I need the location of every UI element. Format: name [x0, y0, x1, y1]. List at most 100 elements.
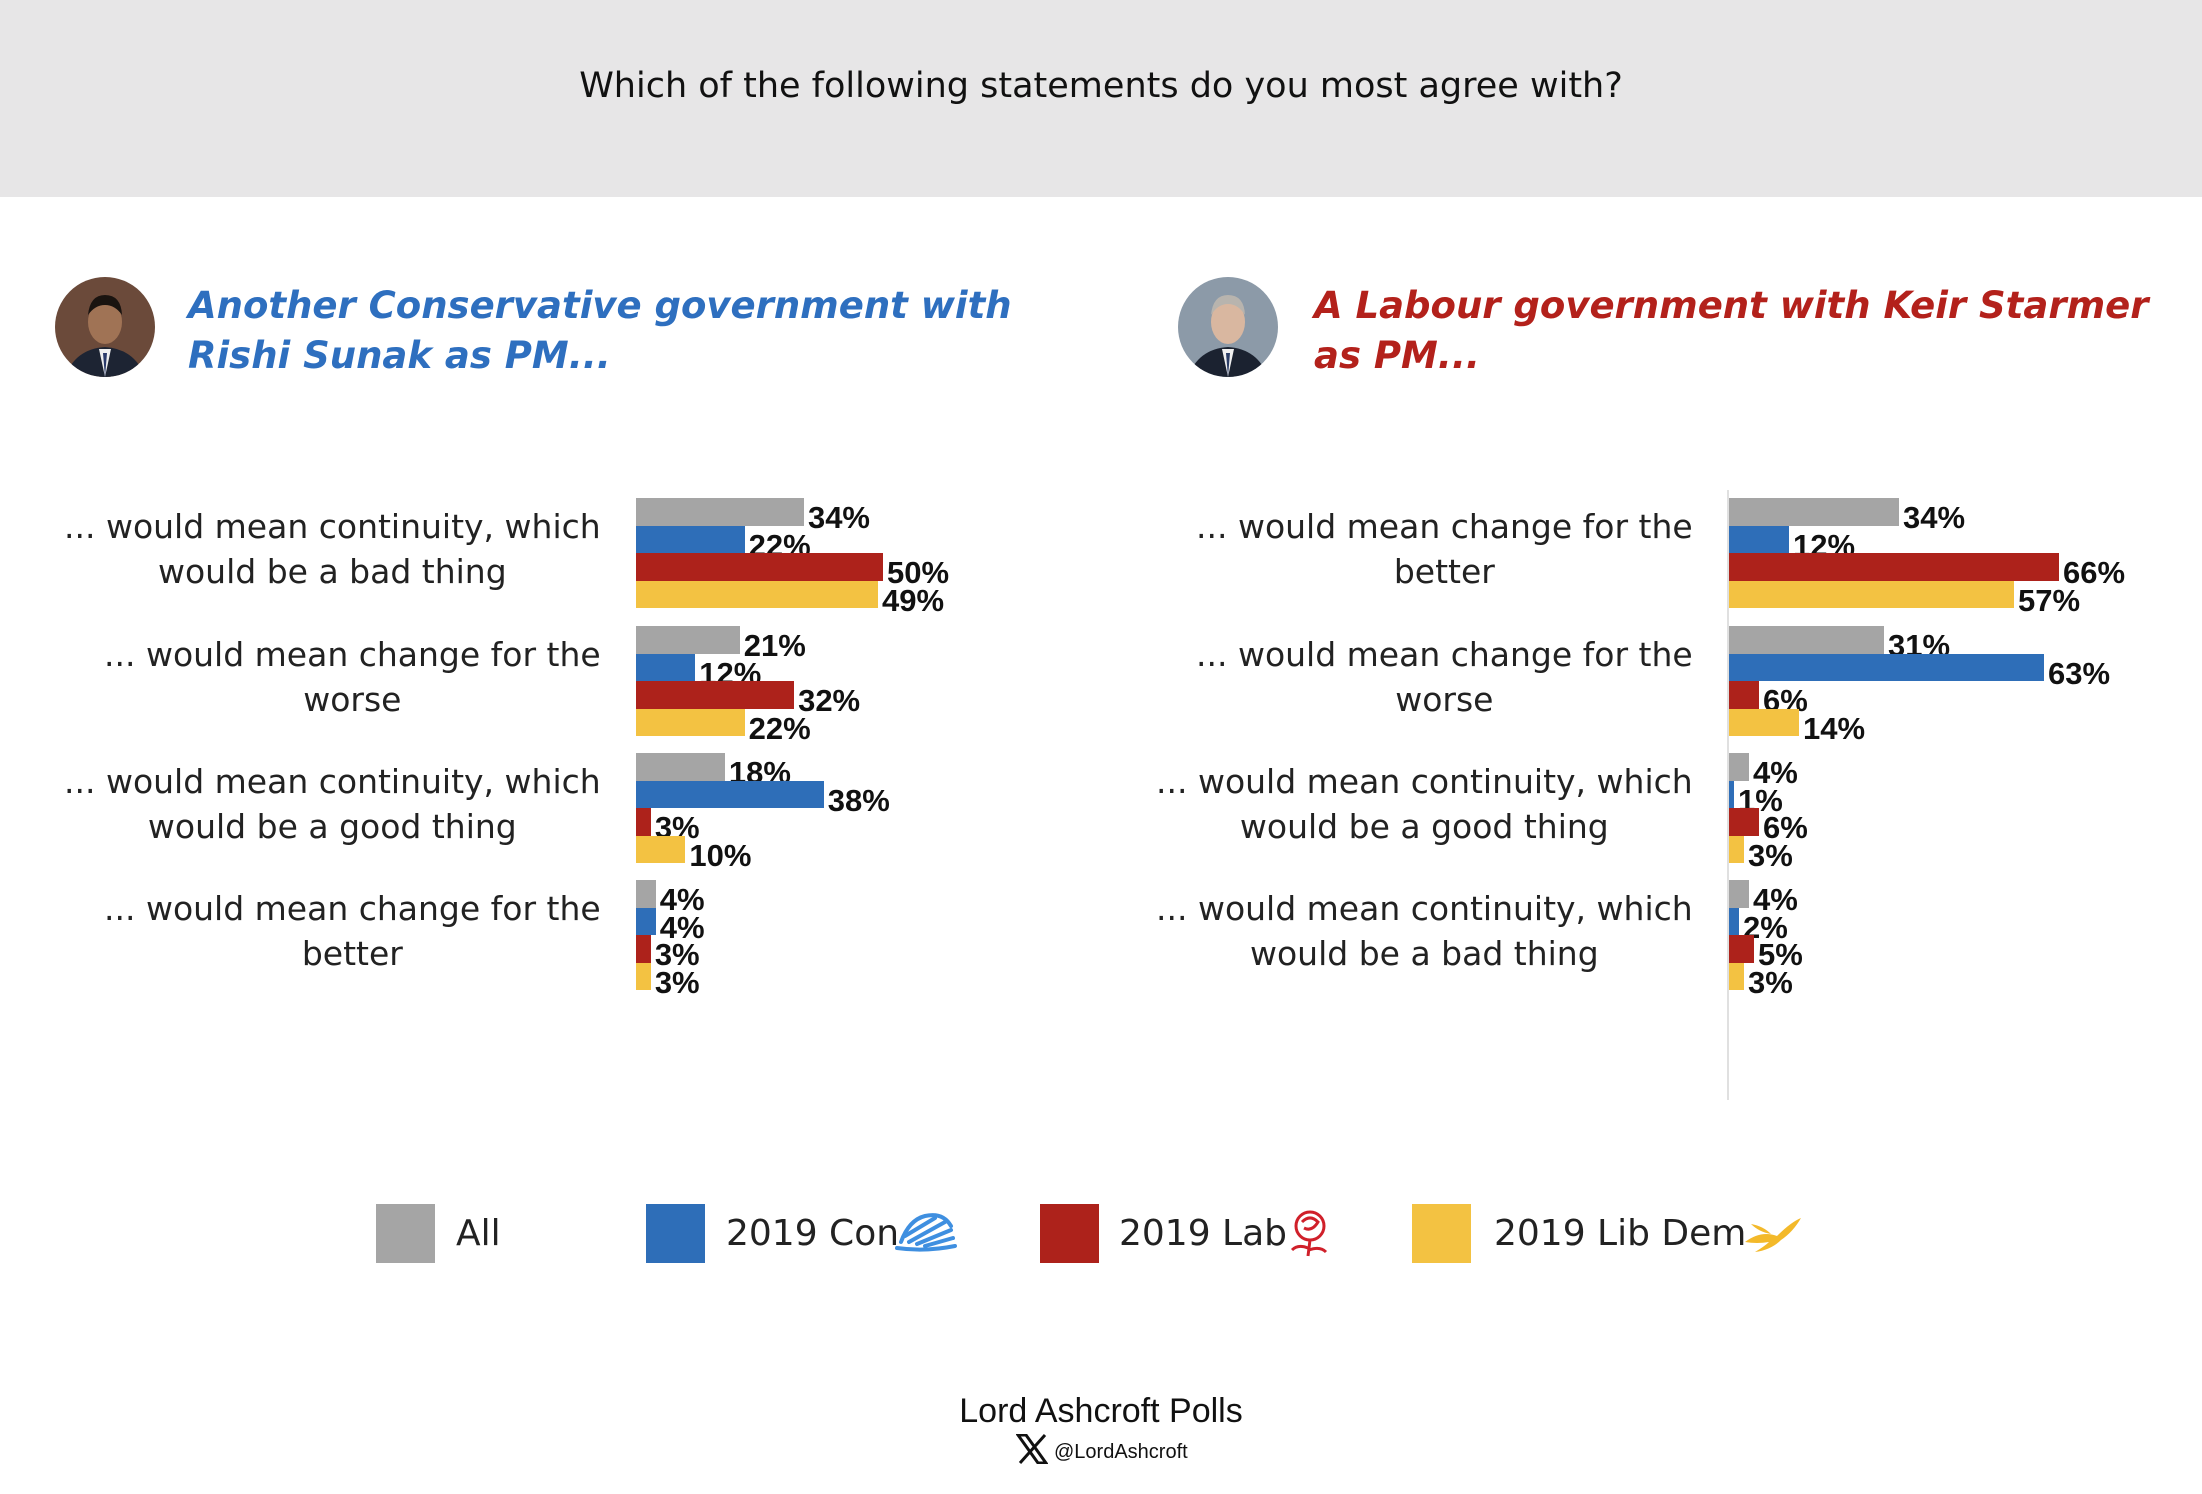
data-label: 14%	[1803, 710, 1866, 746]
bar-2019-lib-dem	[636, 580, 879, 608]
data-label: 10%	[689, 837, 752, 873]
bar-all	[636, 880, 656, 908]
category-label-line: would be a good thing	[147, 807, 517, 846]
libdem-bird-icon	[1741, 1212, 1803, 1262]
data-label: 57%	[2018, 582, 2081, 618]
category-label: ... would mean continuity, which would be…	[1156, 759, 1693, 849]
bar-2019-con	[636, 525, 745, 553]
data-label: 3%	[654, 937, 700, 972]
data-label: 6%	[1763, 810, 1808, 845]
bar-2019-lib-dem	[1729, 580, 2014, 608]
data-label: 4%	[659, 882, 705, 917]
data-label: 32%	[798, 683, 861, 718]
panel-title-labour: A Labour government with Keir Starmer as…	[1314, 281, 2148, 381]
data-label: 22%	[748, 710, 811, 746]
bar-all	[1729, 498, 1899, 526]
bar-2019-lib-dem	[636, 708, 745, 736]
category-label-line: ... would mean change for the	[1196, 635, 1693, 674]
right-chart-axis	[1727, 490, 1729, 1100]
bar-2019-lab	[636, 681, 795, 709]
data-label: 63%	[2048, 655, 2111, 691]
category-label-line: would be a good thing	[1239, 807, 1609, 846]
data-label: 3%	[1748, 964, 1793, 1000]
conservative-tree-icon	[895, 1206, 957, 1260]
category-label-line: would be a bad thing	[1250, 934, 1599, 973]
panel-title-conservative: Another Conservative government with Ris…	[188, 281, 1012, 381]
chart-question: Which of the following statements do you…	[579, 66, 1623, 106]
labour-rose-icon	[1282, 1204, 1336, 1262]
bar-2019-lab	[636, 935, 651, 963]
bar-2019-con	[1729, 907, 1739, 935]
data-label: 4%	[1753, 755, 1798, 790]
bar-2019-con	[636, 907, 656, 935]
panel-title-line: A Labour government with Keir Starmer	[1314, 284, 2149, 327]
legend-swatch-lab	[1040, 1204, 1099, 1263]
bar-all	[1729, 880, 1749, 908]
bar-2019-con	[1729, 653, 2044, 681]
data-label: 49%	[882, 582, 945, 618]
data-label: 3%	[654, 964, 700, 1000]
bar-2019-lab	[1729, 808, 1759, 836]
category-label-line: ... would mean continuity, which	[64, 762, 601, 801]
data-label: 34%	[1903, 500, 1966, 535]
category-label: ... would mean continuity, which would be…	[64, 759, 601, 849]
category-label: ... would mean change for the worse	[1196, 632, 1693, 722]
footer-handle[interactable]: @LordAshcroft	[1054, 1440, 1188, 1463]
bar-all	[636, 753, 725, 781]
category-label: ... would mean continuity, which would be…	[1156, 886, 1693, 976]
panel-title-line: as PM...	[1314, 334, 1480, 377]
data-label: 66%	[2063, 555, 2126, 590]
bar-2019-lab	[636, 808, 651, 836]
legend-swatch-con	[646, 1204, 705, 1263]
panel-title-line: Another Conservative government with	[188, 284, 1012, 327]
bar-2019-con	[636, 780, 824, 808]
bar-2019-lab	[1729, 553, 2059, 581]
footer-social: @LordAshcroft	[1015, 1433, 1188, 1470]
starmer-avatar	[1178, 277, 1278, 377]
panel-title-line: Rishi Sunak as PM...	[188, 334, 611, 377]
data-label: 4%	[1753, 882, 1798, 917]
footer-brand: Lord Ashcroft Polls	[959, 1392, 1243, 1430]
bar-2019-lab	[1729, 681, 1759, 709]
data-label: 5%	[1758, 937, 1803, 972]
data-label: 4%	[659, 909, 705, 945]
legend-swatch-all	[376, 1204, 435, 1263]
category-label-line: worse	[1395, 680, 1494, 719]
category-label-line: ... would mean continuity, which	[64, 507, 601, 546]
legend-swatch-libdem	[1412, 1204, 1471, 1263]
category-label-line: worse	[303, 680, 402, 719]
legend-label-libdem: 2019 Lib Dem	[1494, 1213, 1747, 1254]
legend-label-all: All	[456, 1213, 501, 1254]
data-label: 34%	[807, 500, 870, 535]
bar-all	[636, 626, 740, 654]
bar-2019-con	[1729, 525, 1789, 553]
bar-2019-con	[1729, 780, 1734, 808]
bar-2019-lib-dem	[1729, 835, 1744, 863]
category-label-line: ... would mean change for the	[104, 889, 601, 928]
data-label: 21%	[743, 628, 806, 663]
bar-all	[1729, 753, 1749, 781]
bar-2019-lab	[636, 553, 883, 581]
bar-all	[636, 498, 804, 526]
bar-2019-con	[636, 653, 696, 681]
bar-2019-lib-dem	[636, 835, 686, 863]
category-label: ... would mean change for the better	[104, 886, 601, 976]
bar-all	[1729, 626, 1884, 654]
data-label: 38%	[827, 782, 890, 818]
data-label: 3%	[1748, 837, 1793, 873]
category-label-line: ... would mean continuity, which	[1156, 889, 1693, 928]
category-label: ... would mean change for the better	[1196, 504, 1693, 594]
data-label: 50%	[887, 555, 950, 590]
bar-2019-lab	[1729, 935, 1754, 963]
category-label-line: would be a bad thing	[158, 552, 507, 591]
category-label: ... would mean change for the worse	[104, 632, 601, 722]
header-band	[0, 0, 2202, 197]
category-label-line: better	[1393, 552, 1495, 591]
category-label-line: ... would mean continuity, which	[1156, 762, 1693, 801]
category-label-line: ... would mean change for the	[104, 635, 601, 674]
category-label-line: better	[301, 934, 403, 973]
bar-2019-lib-dem	[1729, 708, 1799, 736]
legend-label-con: 2019 Con	[726, 1213, 900, 1254]
category-label-line: ... would mean change for the	[1196, 507, 1693, 546]
legend-label-lab: 2019 Lab	[1119, 1213, 1288, 1254]
